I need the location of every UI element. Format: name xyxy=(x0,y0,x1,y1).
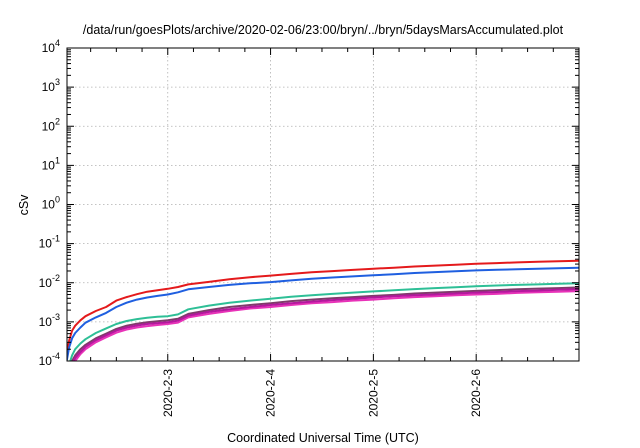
y-tick-base: 10 xyxy=(42,80,56,94)
x-tick-label: 2020-2-6 xyxy=(469,369,483,417)
y-tick-label: 101 xyxy=(42,155,60,172)
y-tick-label: 10-3 xyxy=(39,312,60,329)
y-tick-label: 10-4 xyxy=(39,351,60,368)
y-tick-base: 10 xyxy=(42,198,56,212)
y-tick-exponent: -2 xyxy=(52,273,60,283)
y-tick-label: 10-1 xyxy=(39,234,60,251)
y-tick-exponent: 1 xyxy=(55,155,60,165)
y-tick-label: 103 xyxy=(42,77,60,94)
y-axis-label: cSv xyxy=(17,194,31,216)
y-tick-exponent: 4 xyxy=(55,38,60,48)
x-tick-label: 2020-2-5 xyxy=(366,369,380,417)
y-tick-exponent: -1 xyxy=(52,234,60,244)
y-tick-label: 102 xyxy=(42,116,60,133)
series-line-6 xyxy=(72,288,579,361)
y-tick-exponent: -3 xyxy=(52,312,60,322)
x-axis-label: Coordinated Universal Time (UTC) xyxy=(227,431,419,445)
chart-title: /data/run/goesPlots/archive/2020-02-06/2… xyxy=(83,23,564,37)
series-group xyxy=(67,259,579,361)
y-tick-exponent: 3 xyxy=(55,77,60,87)
x-tick-label: 2020-2-3 xyxy=(161,369,175,417)
y-tick-exponent: 0 xyxy=(55,195,60,205)
x-tick-label: 2020-2-4 xyxy=(264,369,278,417)
series-line-5 xyxy=(74,290,579,361)
y-tick-exponent: 2 xyxy=(55,116,60,126)
y-tick-base: 10 xyxy=(42,158,56,172)
y-tick-base: 10 xyxy=(39,237,53,251)
y-tick-label: 104 xyxy=(42,38,60,55)
y-tick-base: 10 xyxy=(39,315,53,329)
y-tick-base: 10 xyxy=(42,41,56,55)
x-axis: 2020-2-3 2020-2-4 2020-2-5 2020-2-6 xyxy=(90,48,554,417)
y-tick-label: 10-2 xyxy=(39,273,60,290)
series-line-2 xyxy=(67,266,579,361)
series-line-1 xyxy=(67,259,579,354)
y-tick-label: 100 xyxy=(42,195,60,212)
y-tick-base: 10 xyxy=(39,276,53,290)
y-tick-exponent: -4 xyxy=(52,351,60,361)
y-tick-base: 10 xyxy=(42,119,56,133)
series-line-3 xyxy=(69,282,579,361)
series-line-4 xyxy=(71,286,579,361)
y-tick-base: 10 xyxy=(39,354,53,368)
grid xyxy=(67,48,579,361)
